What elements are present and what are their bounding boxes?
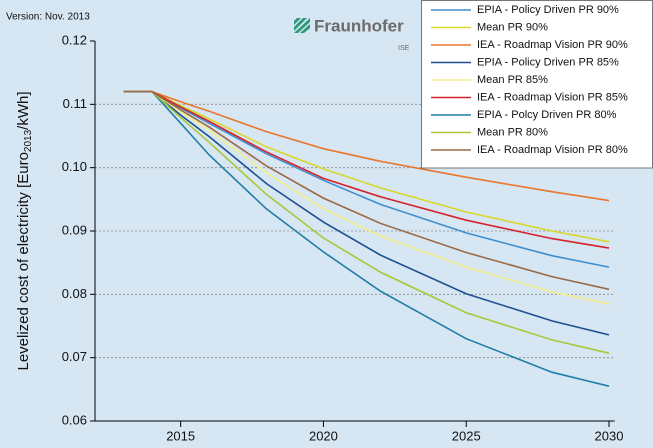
y-tick-label: 0.08	[62, 286, 87, 301]
legend-label: IEA - Roadmap Vision PR 90%	[477, 39, 628, 51]
logo-text: Fraunhofer	[314, 16, 404, 35]
series-line	[123, 90, 610, 249]
series-line	[123, 90, 610, 336]
y-label-end: /kWh]	[15, 91, 32, 129]
series-line	[123, 90, 610, 354]
y-tick-label: 0.12	[62, 32, 87, 47]
logo-subtext: ISE	[398, 45, 410, 52]
legend-label: IEA - Roadmap Vision PR 80%	[477, 144, 628, 156]
legend-box	[421, 0, 653, 169]
legend-label: IEA - Roadmap Vision PR 85%	[477, 91, 628, 103]
series-line	[123, 90, 610, 202]
y-tick-label: 0.09	[62, 222, 87, 237]
y-tick-label: 0.11	[63, 96, 87, 111]
y-tick-label: 0.10	[62, 159, 87, 174]
legend-label: Mean PR 80%	[477, 126, 548, 138]
y-tick-label: 0.07	[62, 349, 87, 364]
series-line	[123, 90, 610, 305]
legend-label: EPIA - Polcy Driven PR 80%	[477, 109, 617, 121]
y-label-sub: 2013	[23, 129, 34, 152]
series-line	[123, 90, 610, 291]
y-axis-label: Levelized cost of electricity [Euro2013/…	[15, 91, 34, 370]
y-tick-label: 0.06	[62, 412, 87, 427]
y-label-main: Levelized cost of electricity [Euro	[15, 152, 32, 370]
legend-label: EPIA - Policy Driven PR 85%	[477, 56, 619, 68]
version-note: Version: Nov. 2013	[6, 12, 90, 23]
x-tick-label: 2020	[309, 428, 338, 443]
x-tick-label: 2025	[452, 428, 481, 443]
legend-label: Mean PR 90%	[477, 21, 548, 33]
x-tick-label: 2015	[166, 428, 195, 443]
logo-icon	[294, 18, 310, 33]
legend: EPIA - Policy Driven PR 90% Mean PR 90% IE…	[421, 0, 653, 169]
series-line	[123, 90, 610, 387]
legend-label: EPIA - Policy Driven PR 90%	[477, 4, 619, 16]
x-tick-label: 2030	[595, 428, 624, 443]
legend-label: Mean PR 85%	[477, 74, 548, 86]
